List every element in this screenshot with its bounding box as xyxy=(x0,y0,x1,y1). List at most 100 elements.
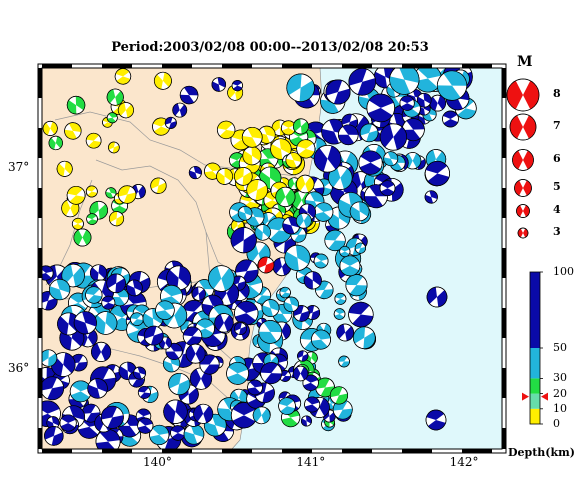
frame-tick xyxy=(222,449,252,453)
focal-mechanism xyxy=(95,429,121,449)
focal-mechanism xyxy=(261,299,280,317)
focal-mechanism xyxy=(106,273,126,294)
focal-mechanism xyxy=(297,350,309,362)
frame-tick xyxy=(162,64,192,68)
focal-mechanism xyxy=(247,379,263,396)
frame-tick xyxy=(402,449,432,453)
focal-mechanism xyxy=(296,174,315,194)
frame-tick xyxy=(462,64,492,68)
focal-mechanism xyxy=(358,150,383,175)
frame-tick xyxy=(38,128,42,158)
frame-tick xyxy=(502,308,506,338)
frame-tick xyxy=(502,188,506,218)
magnitude-legend-label: 6 xyxy=(553,152,561,165)
focal-mechanism xyxy=(300,415,313,427)
depth-marker xyxy=(522,392,529,401)
focal-mechanism xyxy=(284,244,311,271)
focal-mechanism xyxy=(313,253,329,269)
focal-mechanism xyxy=(208,265,235,292)
focal-mechanism xyxy=(258,320,283,344)
focal-mechanism xyxy=(339,255,361,277)
focal-mechanism xyxy=(254,224,272,241)
depth-band xyxy=(530,393,540,409)
focal-mechanism xyxy=(214,313,234,333)
focal-mechanism xyxy=(383,151,399,167)
focal-mechanism xyxy=(188,166,202,180)
focal-mechanism xyxy=(292,365,309,382)
frame-tick xyxy=(502,368,506,398)
frame-tick xyxy=(38,68,42,98)
focal-mechanism xyxy=(283,296,299,313)
focal-mechanism xyxy=(286,73,315,102)
focal-mechanism xyxy=(42,120,58,136)
magnitude-legend-ball xyxy=(506,78,540,112)
focal-mechanism xyxy=(101,295,116,310)
focal-mechanism xyxy=(303,271,322,290)
depth-tick-label: 20 xyxy=(553,386,567,400)
focal-mechanism xyxy=(130,312,144,326)
focal-mechanism xyxy=(226,361,249,385)
magnitude-legend-ball xyxy=(516,204,530,218)
latest-event xyxy=(257,256,275,274)
magnitude-legend-label: 5 xyxy=(553,180,561,193)
focal-mechanism xyxy=(292,118,309,135)
focal-mechanism xyxy=(324,229,346,252)
focal-mechanism xyxy=(193,403,214,424)
magnitude-legend-label: 4 xyxy=(553,203,561,216)
frame-tick xyxy=(162,449,192,453)
focal-mechanism xyxy=(153,71,172,90)
focal-mechanism xyxy=(216,167,233,185)
focal-mechanism xyxy=(280,120,296,136)
frame-tick xyxy=(342,449,372,453)
focal-mechanism xyxy=(366,93,395,123)
frame-tick xyxy=(38,308,42,338)
focal-mechanism xyxy=(311,329,331,350)
focal-mechanism xyxy=(304,396,321,413)
frame-tick xyxy=(282,64,312,68)
focal-mechanism xyxy=(73,311,97,335)
focal-mechanism xyxy=(339,245,351,258)
focal-mechanism xyxy=(424,190,438,204)
focal-mechanism xyxy=(183,423,205,445)
focal-mechanism xyxy=(252,406,271,425)
depth-band xyxy=(530,348,540,379)
focal-mechanism xyxy=(242,146,262,166)
focal-mechanism xyxy=(399,95,415,111)
frame-tick xyxy=(502,248,506,278)
magnitude-legend-ball xyxy=(517,227,529,239)
frame-tick xyxy=(502,128,506,158)
focal-mechanism xyxy=(89,264,108,282)
focal-mechanism xyxy=(85,132,102,149)
focal-mechanism xyxy=(313,202,334,222)
frame-tick xyxy=(462,449,492,453)
focal-mechanism xyxy=(338,355,350,368)
focal-mechanism xyxy=(48,135,63,151)
focal-mechanism xyxy=(379,123,408,151)
focal-mechanism xyxy=(237,206,253,221)
frame-tick xyxy=(38,188,42,218)
focal-mechanism xyxy=(354,242,366,254)
frame-ticks xyxy=(37,63,507,454)
focal-mechanism xyxy=(182,326,203,346)
focal-mechanism xyxy=(61,263,85,288)
focal-mechanism xyxy=(73,228,92,247)
focal-mechanism xyxy=(425,409,447,431)
magnitude-legend-title: M xyxy=(517,54,533,70)
focal-mechanism xyxy=(137,385,151,399)
focal-mechanism xyxy=(413,68,442,93)
focal-mechanism xyxy=(59,414,77,432)
focal-mechanism xyxy=(106,112,118,124)
focal-mechanism xyxy=(336,323,355,342)
focal-mechanism xyxy=(275,186,296,208)
focal-mechanism xyxy=(85,185,98,198)
frame-outline xyxy=(37,63,507,454)
focal-mechanism xyxy=(44,426,64,446)
beachball-layer xyxy=(42,68,477,449)
focal-mechanism xyxy=(42,376,65,401)
focal-mechanism xyxy=(295,212,312,229)
focal-mechanism xyxy=(334,292,347,305)
focal-mechanism xyxy=(352,326,376,350)
focal-mechanism xyxy=(404,152,422,170)
x-tick-label: 141° xyxy=(296,455,326,469)
